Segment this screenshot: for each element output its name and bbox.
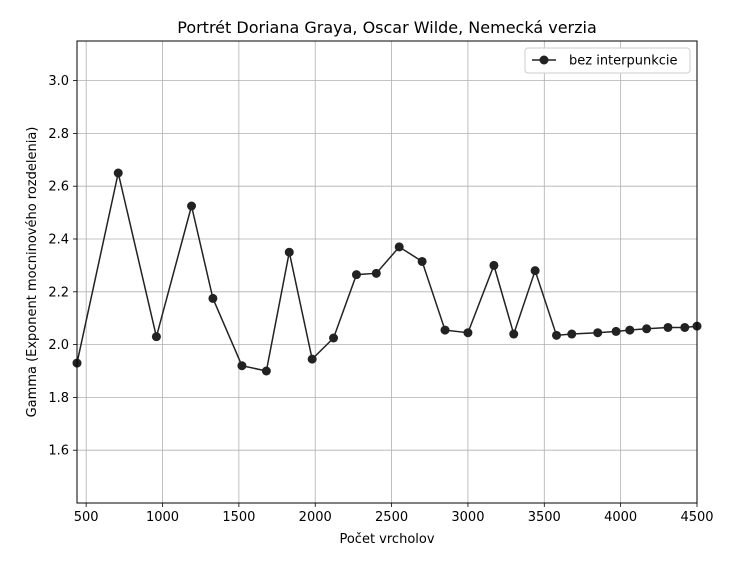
data-point <box>284 247 294 257</box>
data-point <box>509 329 519 339</box>
y-tick-label: 2.8 <box>48 127 69 142</box>
x-tick-label: 2000 <box>299 510 332 525</box>
x-tick-label: 4000 <box>604 510 637 525</box>
x-tick-label: 4500 <box>680 510 713 525</box>
data-point <box>680 322 690 332</box>
plot-frame <box>76 40 698 504</box>
data-point <box>642 324 652 334</box>
data-point <box>187 201 197 211</box>
data-point <box>593 328 603 338</box>
data-point <box>567 329 577 339</box>
data-point <box>611 326 621 336</box>
x-tick-label: 1000 <box>146 510 179 525</box>
data-point <box>329 333 339 343</box>
y-axis-title: Gamma (Exponent mocninového rozdelenia) <box>25 127 40 418</box>
data-point <box>417 256 427 266</box>
data-point <box>530 266 540 276</box>
y-tick-label: 1.6 <box>48 444 69 459</box>
legend-marker-sample <box>539 55 549 65</box>
x-tick-label: 1500 <box>222 510 255 525</box>
legend: bez interpunkcie <box>524 47 691 74</box>
data-point <box>261 366 271 376</box>
grid-lines <box>77 41 698 503</box>
data-point <box>625 325 635 335</box>
chart-title: Portrét Doriana Graya, Oscar Wilde, Neme… <box>177 18 597 37</box>
legend-box <box>524 47 691 74</box>
data-point <box>151 332 161 342</box>
data-point <box>489 260 499 270</box>
data-point <box>113 168 123 178</box>
data-point <box>307 354 317 364</box>
y-axis-ticks: 1.6 1.8 2.0 2.2 2.4 2.6 2.8 3.0 <box>48 74 77 459</box>
x-tick-label: 2500 <box>375 510 408 525</box>
data-point <box>552 330 562 340</box>
x-axis-ticks: 500 1000 1500 2000 2500 3000 3500 4000 4500 <box>74 503 714 525</box>
x-tick-label: 3000 <box>451 510 484 525</box>
data-point <box>463 328 473 338</box>
legend-label: bez interpunkcie <box>569 54 678 69</box>
series-line <box>76 172 698 372</box>
x-tick-label: 3500 <box>528 510 561 525</box>
y-tick-label: 2.4 <box>48 233 69 248</box>
data-point <box>371 268 381 278</box>
x-axis-title: Počet vrcholov <box>339 532 434 547</box>
y-tick-label: 3.0 <box>48 74 69 89</box>
data-point <box>394 242 404 252</box>
data-point <box>351 270 361 280</box>
y-tick-label: 1.8 <box>48 391 69 406</box>
y-tick-label: 2.2 <box>48 285 69 300</box>
y-tick-label: 2.0 <box>48 338 69 353</box>
y-tick-label: 2.6 <box>48 180 69 195</box>
data-point <box>208 293 218 303</box>
data-point <box>440 325 450 335</box>
data-point <box>663 322 673 332</box>
data-point <box>237 361 247 371</box>
series-layer <box>72 168 702 376</box>
x-tick-label: 500 <box>74 510 99 525</box>
